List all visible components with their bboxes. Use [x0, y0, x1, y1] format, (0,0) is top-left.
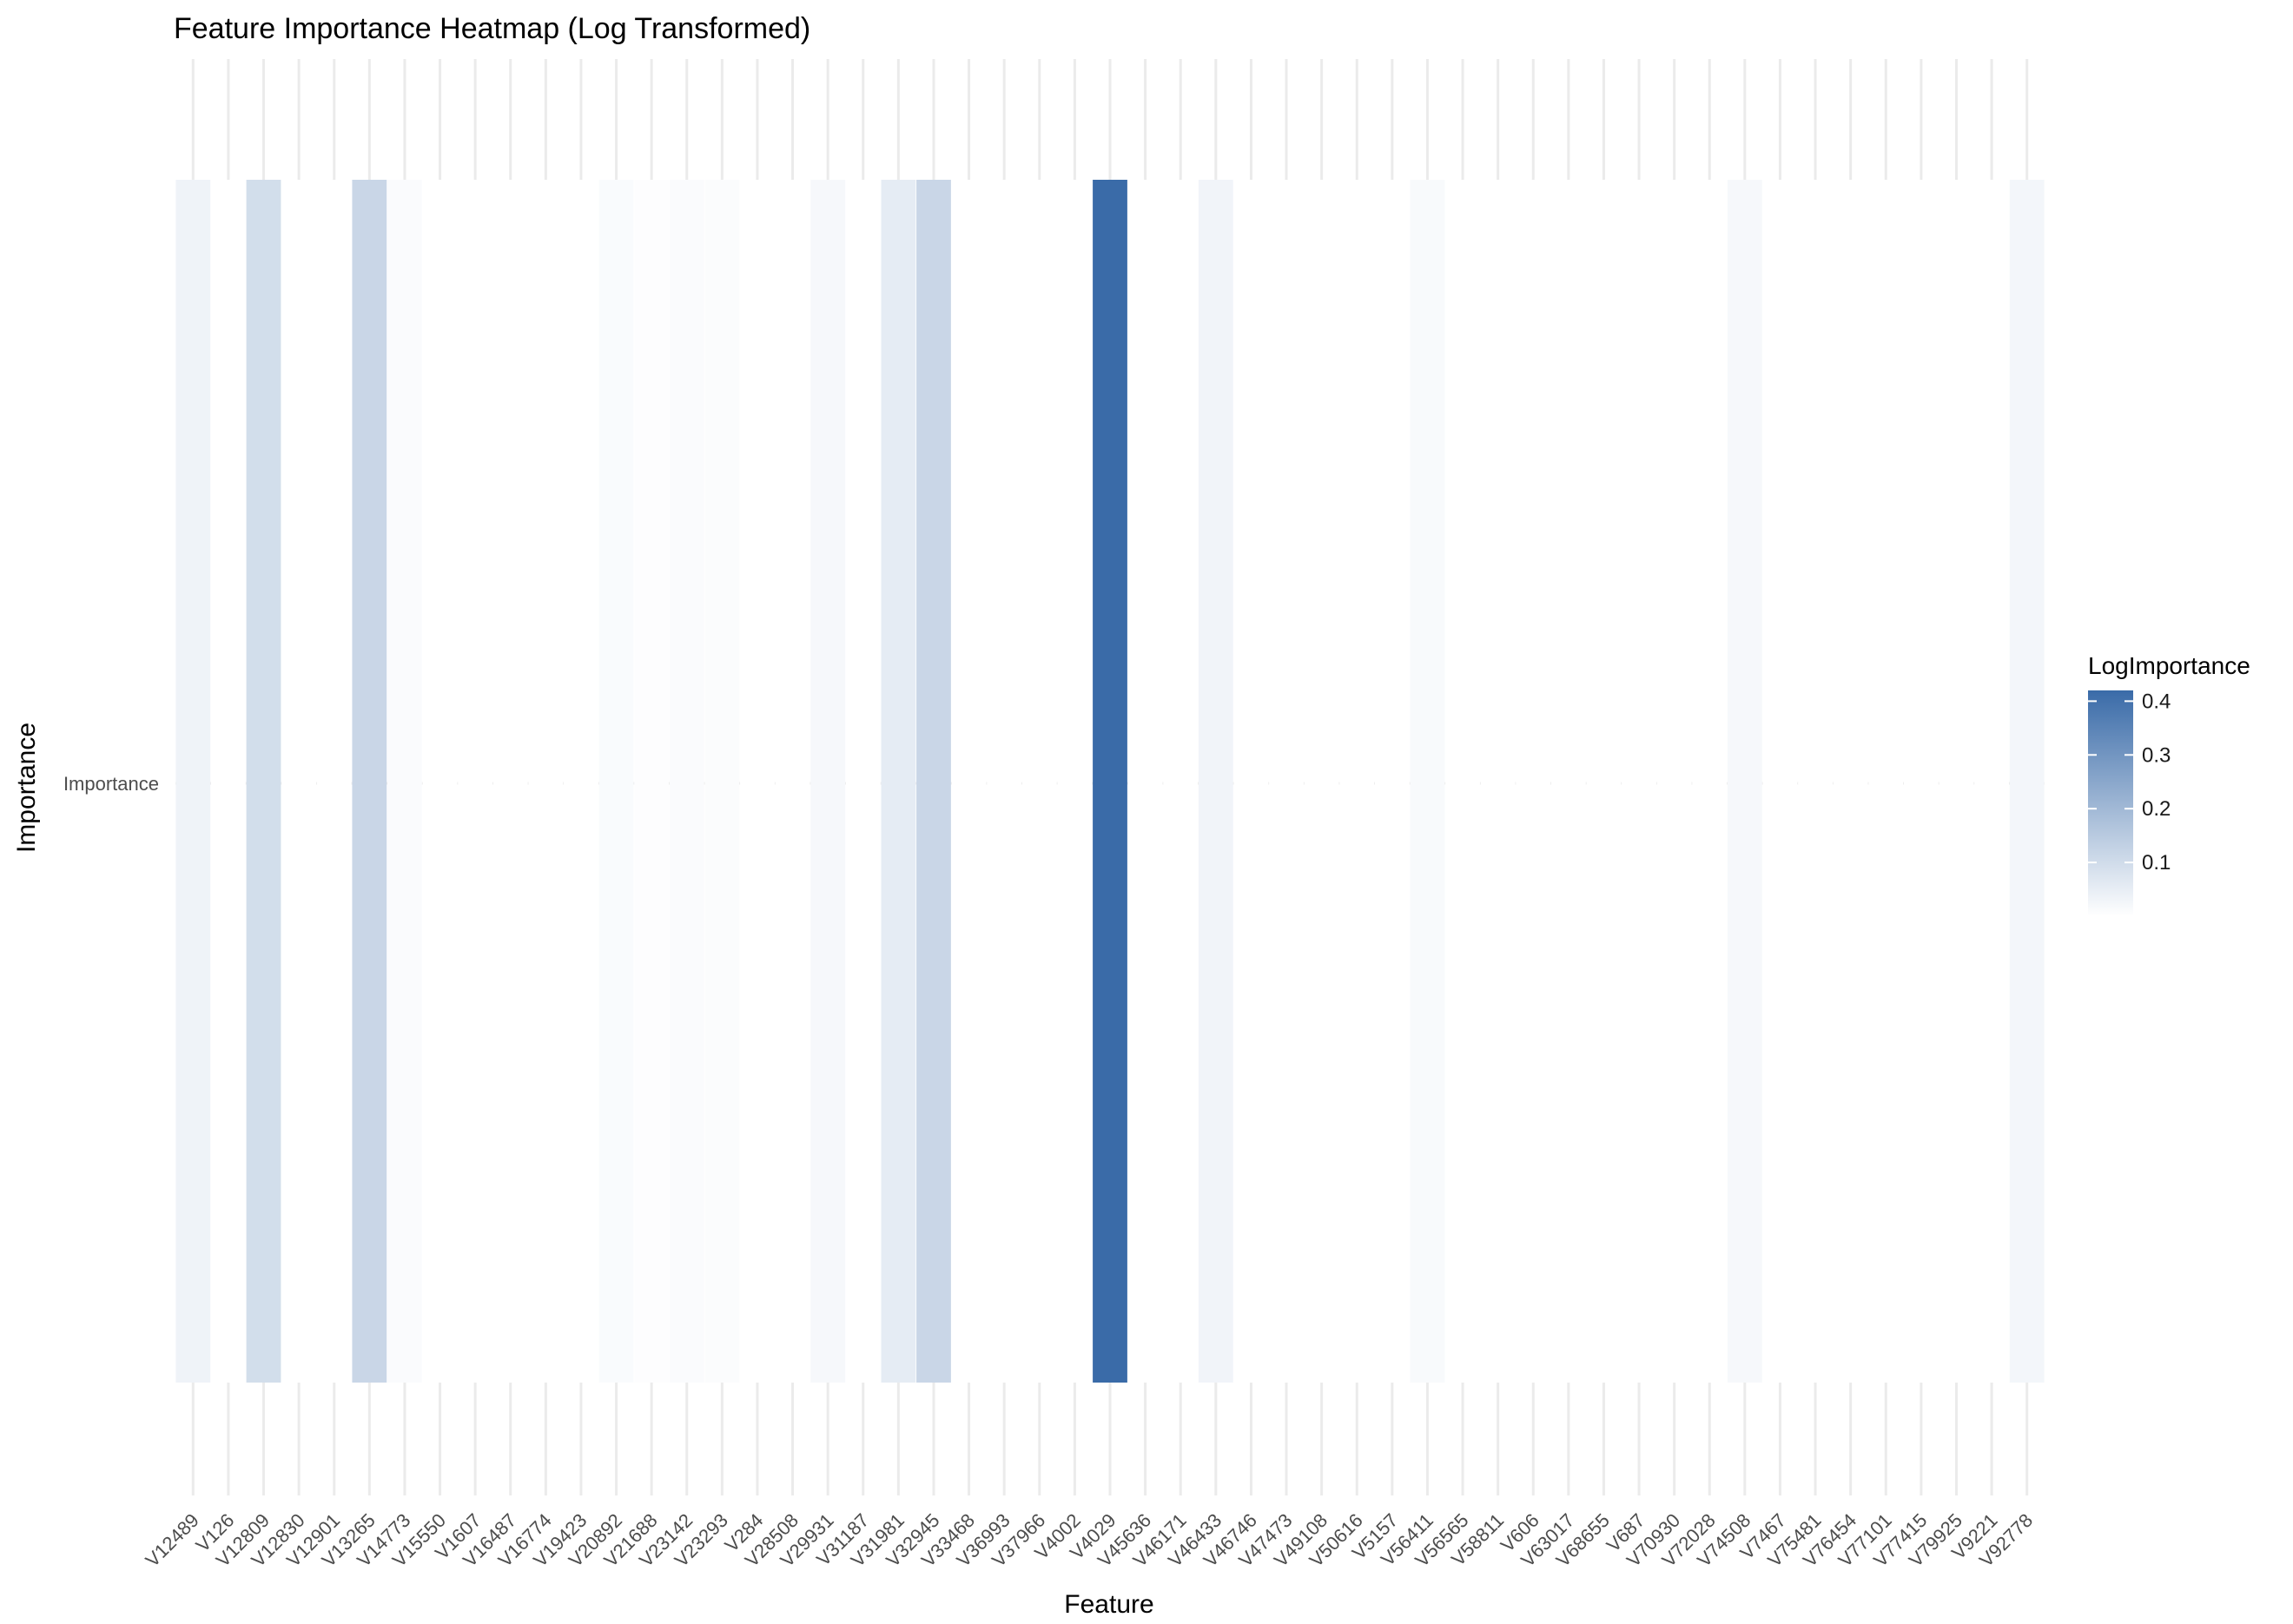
heatmap-tile [775, 180, 810, 1383]
heatmap-tile [1762, 180, 1798, 1383]
heatmap-tile [352, 180, 387, 1383]
x-tick-labels: V12489V126V12809V12830V12901V13265V14773… [142, 1509, 2038, 1571]
heatmap-tile [951, 180, 987, 1383]
heatmap-tile [1127, 180, 1163, 1383]
heatmap-tile [1198, 180, 1233, 1383]
heatmap-tile [1939, 180, 1974, 1383]
heatmap-tile [492, 180, 528, 1383]
heatmap-tile [1727, 180, 1762, 1383]
heatmap-tile [845, 180, 881, 1383]
heatmap-tile [1445, 180, 1480, 1383]
heatmap-tile [1833, 180, 1868, 1383]
heatmap-tile [422, 180, 458, 1383]
heatmap-tile [1233, 180, 1269, 1383]
heatmap-tile [669, 180, 704, 1383]
heatmap-tile [1622, 180, 1656, 1383]
heatmap-tile [1374, 180, 1410, 1383]
colorbar-tick-label: 0.1 [2142, 851, 2171, 875]
y-tick-labels: Importance [63, 773, 159, 795]
heatmap-tile [1021, 180, 1057, 1383]
heatmap-tile [281, 180, 317, 1383]
heatmap-tile [1516, 180, 1551, 1383]
heatmap-tile [528, 180, 564, 1383]
heatmap-tile [1550, 180, 1586, 1383]
heatmap-tile [387, 180, 422, 1383]
heatmap-tile [1798, 180, 1833, 1383]
heatmap-tile [740, 180, 775, 1383]
heatmap-tile [2009, 180, 2045, 1383]
heatmap-tile [458, 180, 493, 1383]
colorbar-tick-label: 0.3 [2142, 743, 2171, 767]
heatmap-tile [1057, 180, 1093, 1383]
heatmap-tile [211, 180, 246, 1383]
heatmap-tile [1480, 180, 1516, 1383]
heatmap-tile [1093, 180, 1127, 1383]
heatmap-tile [1868, 180, 1904, 1383]
heatmap-tile [881, 180, 916, 1383]
heatmap-tile [1339, 180, 1375, 1383]
heatmap-tile [598, 180, 634, 1383]
chart-title: Feature Importance Heatmap (Log Transfor… [174, 12, 810, 45]
heatmap-tile [1163, 180, 1199, 1383]
y-tick-label: Importance [63, 773, 159, 795]
colorbar-tick-label: 0.4 [2142, 690, 2171, 713]
heatmap-tile [1656, 180, 1692, 1383]
heatmap-tile [916, 180, 951, 1383]
heatmap-tile [1692, 180, 1728, 1383]
heatmap-tile [810, 180, 846, 1383]
heatmap-tile [634, 180, 670, 1383]
colorbar-legend: LogImportance 0.1 0.2 0.3 0.4 [2088, 652, 2250, 916]
x-axis-title: Feature [1064, 1590, 1153, 1619]
heatmap-tile [564, 180, 598, 1383]
heatmap-tile [175, 180, 211, 1383]
heatmap-tile [987, 180, 1022, 1383]
y-axis-title: Importance [12, 723, 41, 853]
colorbar [2088, 690, 2133, 916]
heatmap-tile [316, 180, 352, 1383]
heatmap-tile [1304, 180, 1339, 1383]
heatmap-tile [246, 180, 281, 1383]
heatmap-tile [1269, 180, 1304, 1383]
colorbar-title: LogImportance [2088, 652, 2250, 679]
colorbar-tick-label: 0.2 [2142, 797, 2171, 821]
heatmap-tile [1903, 180, 1939, 1383]
heatmap-tile [1586, 180, 1622, 1383]
heatmap-tiles [175, 180, 2045, 1383]
heatmap-tile [704, 180, 740, 1383]
heatmap-tile [1410, 180, 1445, 1383]
heatmap-tile [1974, 180, 2009, 1383]
